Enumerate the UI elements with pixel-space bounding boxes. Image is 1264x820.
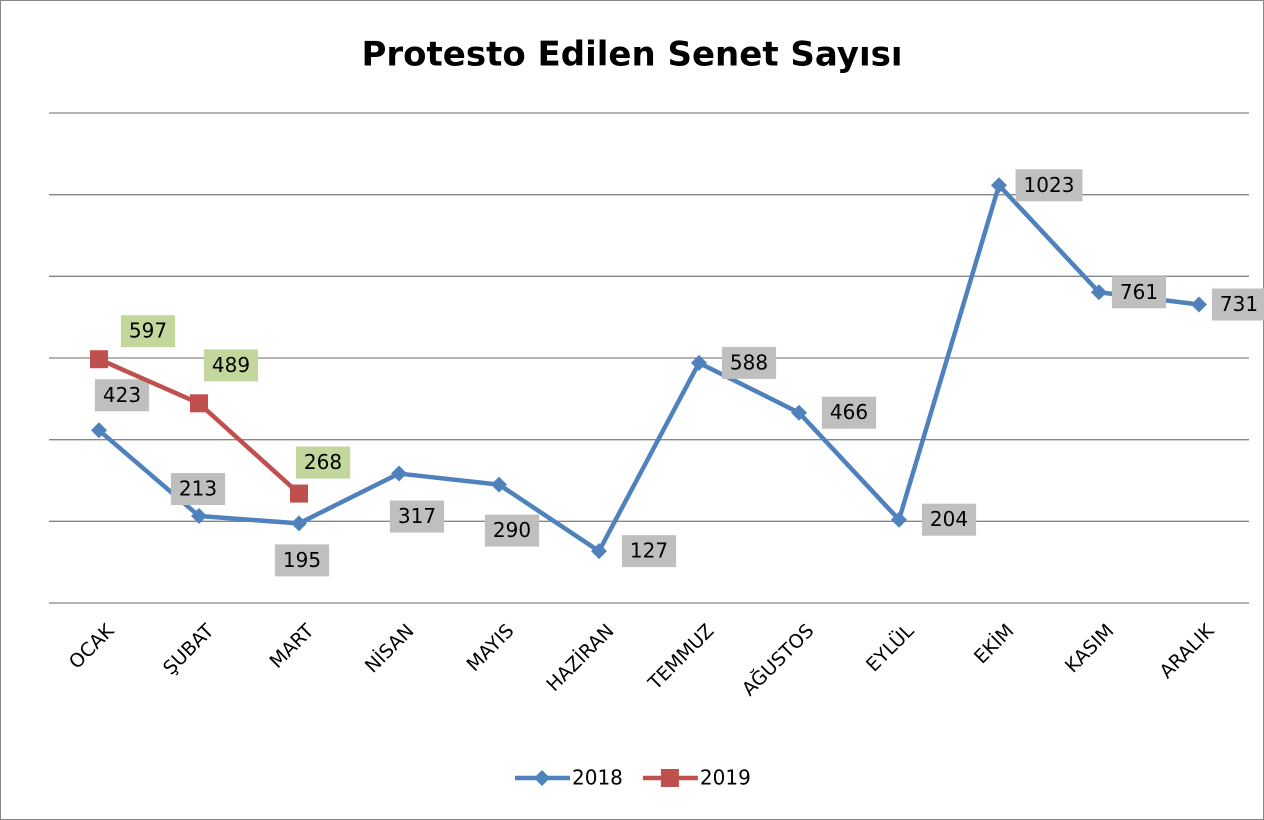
data-label: 213	[179, 477, 217, 501]
data-label: 466	[830, 400, 868, 424]
data-label-box	[821, 396, 877, 429]
data-label-box	[1211, 288, 1264, 321]
data-label: 423	[103, 383, 141, 407]
chart-title: Protesto Edilen Senet Sayısı	[361, 35, 902, 75]
data-label-box	[274, 544, 330, 577]
data-label-box	[621, 535, 677, 568]
point	[1191, 296, 1207, 313]
point	[791, 404, 807, 421]
point	[91, 422, 107, 439]
point	[691, 354, 707, 371]
data-label: 489	[212, 353, 250, 377]
point	[90, 350, 108, 369]
legend-label: 2018	[572, 766, 623, 790]
data-label-box	[484, 514, 540, 547]
data-label: 290	[493, 518, 531, 542]
data-label-box	[1111, 276, 1167, 309]
point	[991, 177, 1007, 194]
point	[290, 484, 308, 503]
data-label: 268	[304, 450, 342, 474]
data-label-box	[120, 315, 176, 348]
legend-marker	[534, 770, 550, 786]
data-label-box	[295, 446, 351, 479]
point	[1091, 284, 1107, 301]
data-label: 127	[630, 539, 668, 563]
data-label: 317	[398, 504, 436, 528]
data-label: 195	[283, 548, 321, 572]
data-label: 1023	[1024, 173, 1075, 197]
data-label: 588	[730, 350, 768, 374]
point	[391, 465, 407, 482]
legend-label: 2019	[700, 766, 751, 790]
data-label: 761	[1120, 280, 1158, 304]
data-label-box	[1015, 169, 1083, 202]
point	[591, 543, 607, 560]
point	[491, 476, 507, 493]
data-label-box	[94, 379, 150, 412]
data-label: 597	[129, 319, 167, 343]
data-label-box	[203, 349, 259, 382]
data-label-box	[389, 500, 445, 533]
legend-marker	[660, 769, 679, 787]
point	[891, 511, 907, 528]
data-label-box	[170, 473, 226, 506]
point	[191, 508, 207, 525]
series-line	[97, 183, 1200, 554]
data-label-box	[921, 503, 977, 536]
data-label-box	[721, 346, 777, 379]
data-label: 204	[930, 507, 968, 531]
data-label: 731	[1220, 292, 1258, 316]
point	[291, 515, 307, 532]
point	[190, 394, 208, 413]
